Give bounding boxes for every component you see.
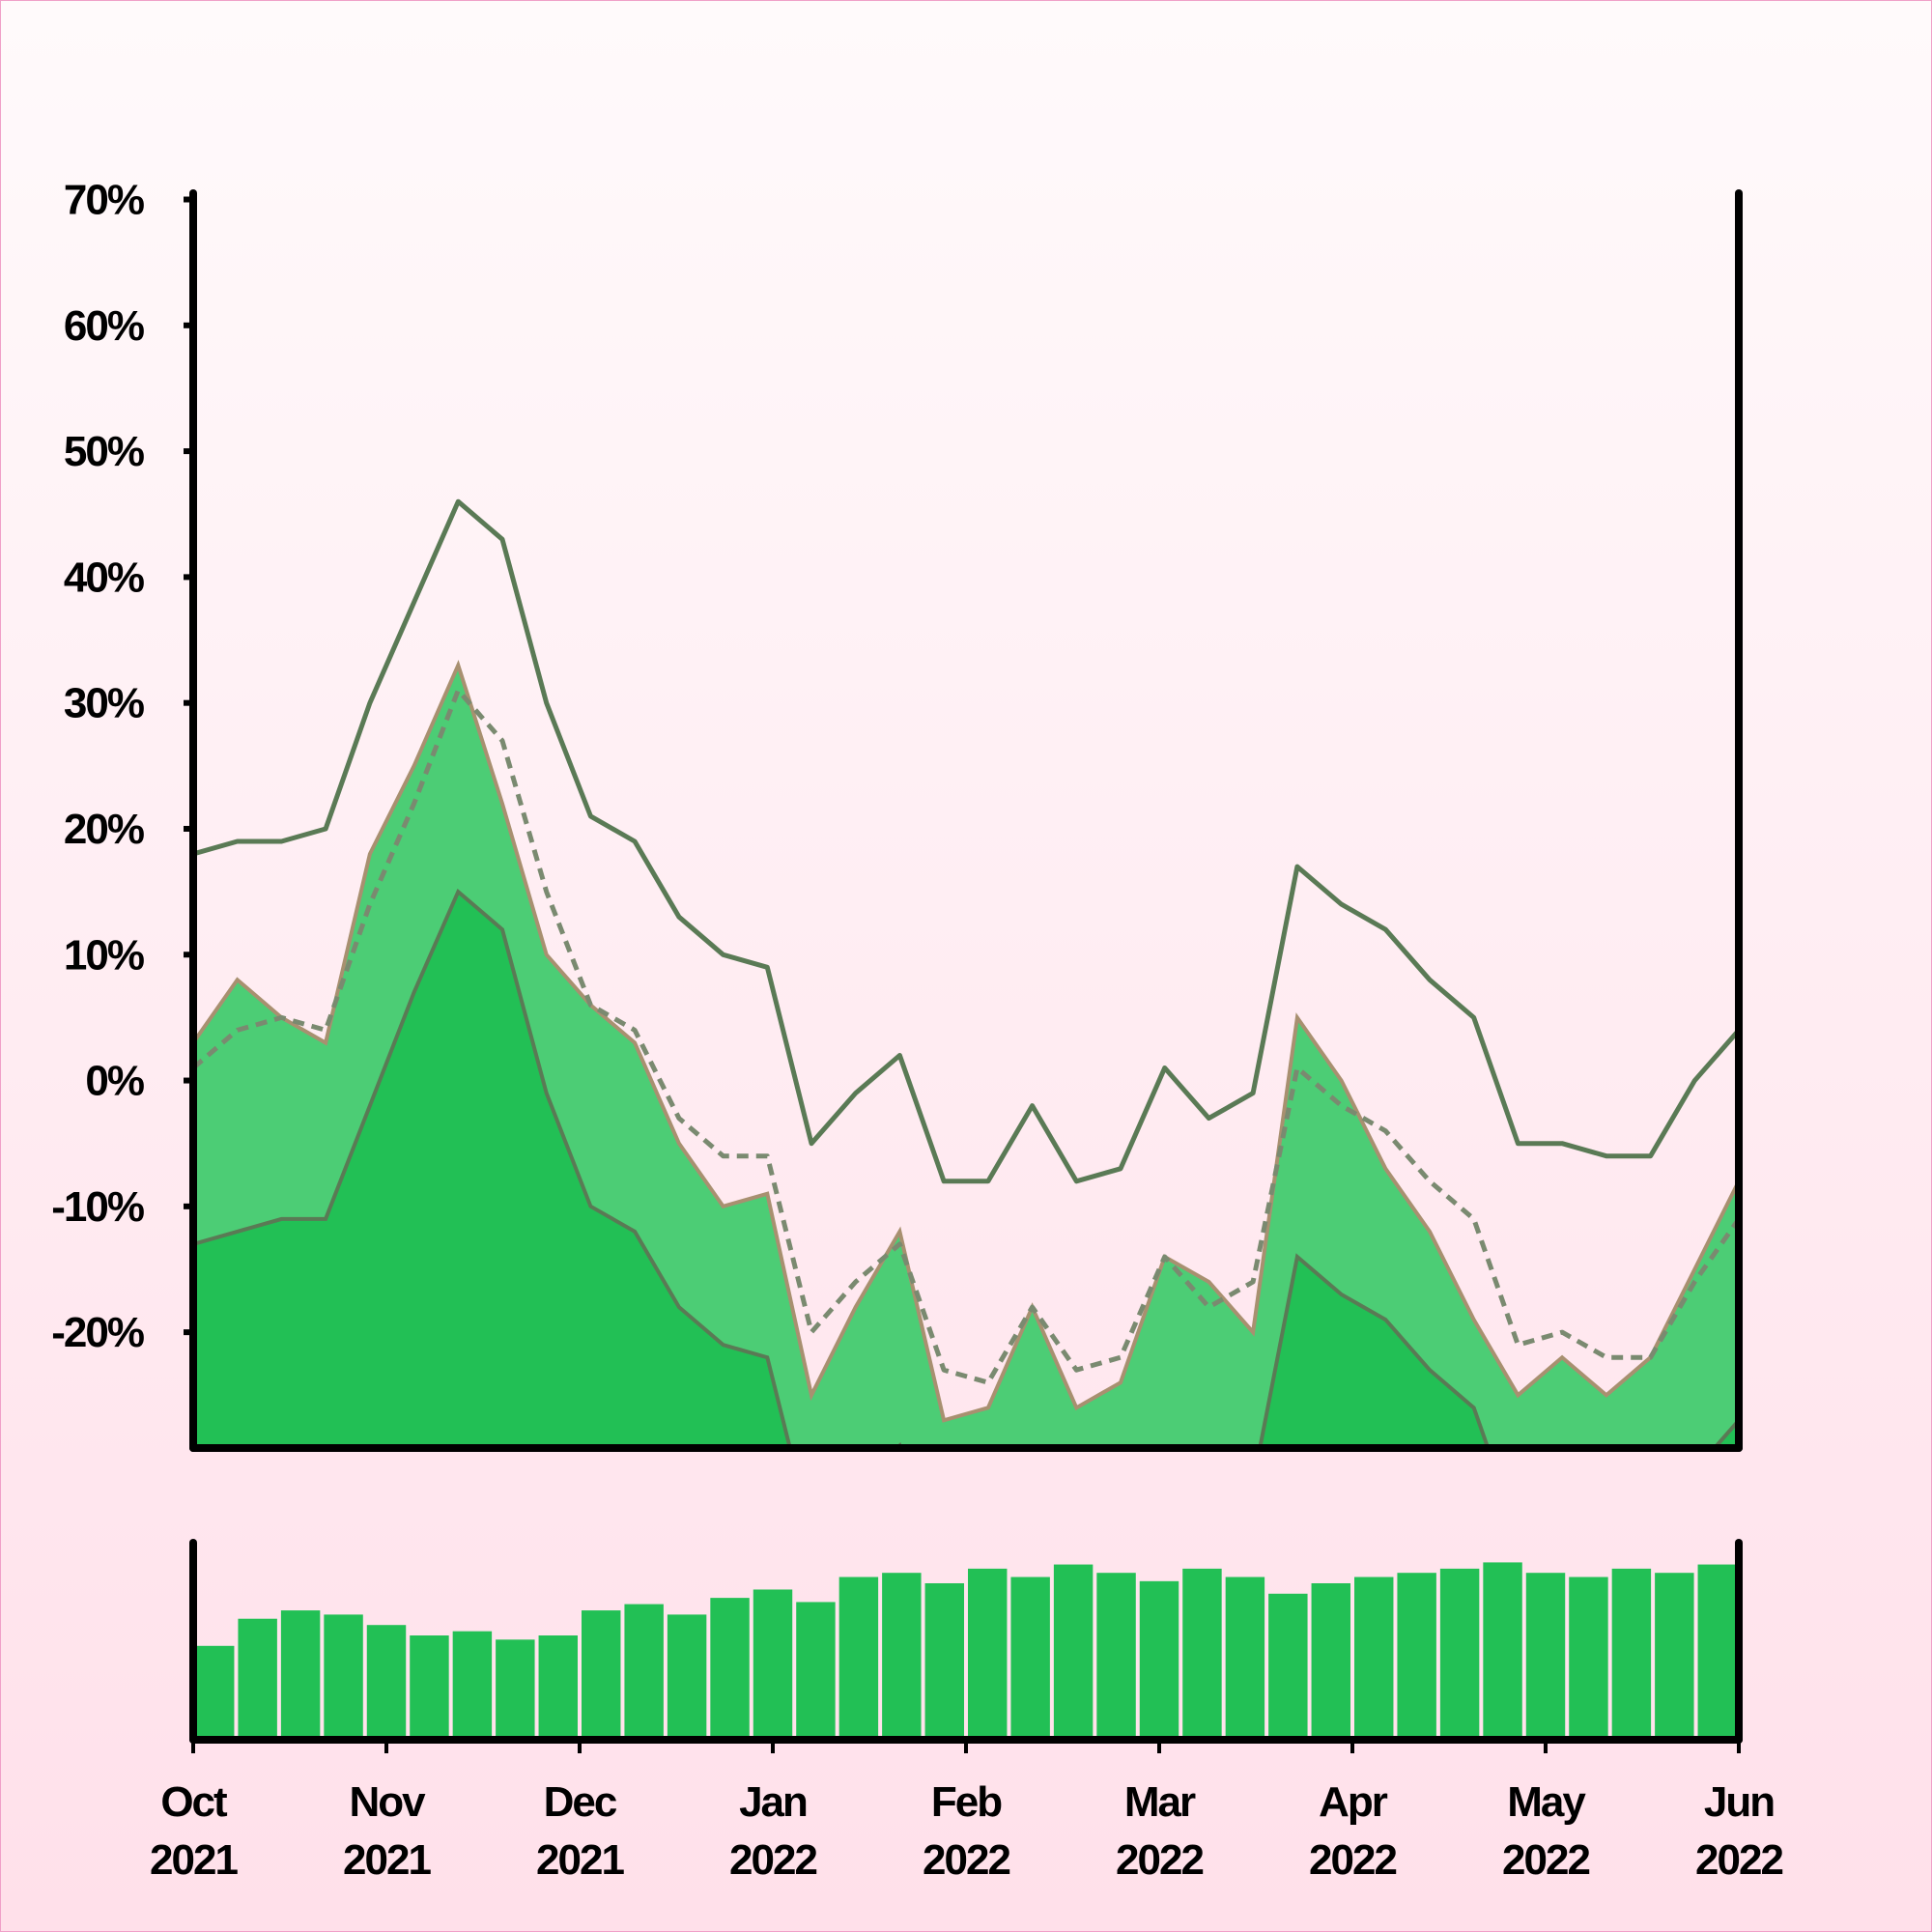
volume-bar	[538, 1635, 578, 1740]
volume-bar	[1225, 1577, 1265, 1740]
x-tick-label: Apr 2022	[1309, 1778, 1396, 1884]
volume-bar	[1311, 1583, 1350, 1740]
volume-bar	[1096, 1573, 1136, 1740]
y-tick-label: -10%	[51, 1183, 144, 1231]
volume-bar	[1053, 1564, 1094, 1740]
x-tick-label: Feb 2022	[923, 1778, 1009, 1884]
volume-bar	[1697, 1564, 1737, 1740]
volume-bar	[1525, 1573, 1566, 1740]
volume-bar	[238, 1618, 277, 1740]
volume-bar	[924, 1583, 964, 1740]
x-tick-label: Jun 2022	[1695, 1778, 1782, 1884]
volume-bar	[796, 1602, 836, 1740]
y-tick-label: 20%	[64, 806, 144, 853]
x-tick-label: Dec 2021	[536, 1778, 624, 1884]
line	[193, 498, 1739, 1184]
volume-bar	[1655, 1573, 1694, 1740]
y-tick-label: 70%	[64, 177, 144, 224]
volume-bar	[1483, 1562, 1522, 1740]
y-tick-label: 0%	[85, 1058, 143, 1105]
volume-bar	[280, 1610, 321, 1740]
volume-bar	[324, 1614, 363, 1740]
y-tick-label: 30%	[64, 680, 144, 727]
volume-bar	[838, 1577, 879, 1740]
volume-bar	[667, 1614, 707, 1740]
volume-bar	[968, 1568, 1008, 1740]
y-tick-label: 60%	[64, 302, 144, 350]
area	[193, 888, 1739, 1448]
volume-bar	[1397, 1573, 1436, 1740]
x-tick-label: Nov 2021	[343, 1778, 431, 1884]
y-tick-label: 10%	[64, 931, 144, 979]
volume-bar	[496, 1639, 535, 1740]
volume-bar	[582, 1610, 621, 1740]
volume-bar	[1139, 1580, 1179, 1740]
y-tick-label: 50%	[64, 428, 144, 475]
volume-bar	[410, 1635, 449, 1740]
volume-bar	[452, 1631, 493, 1740]
volume-bar	[624, 1604, 664, 1740]
volume-bar	[753, 1589, 793, 1740]
plot-area	[193, 498, 1739, 1448]
volume-bar	[882, 1573, 922, 1740]
volume-bar	[710, 1598, 750, 1740]
volume-bar	[366, 1625, 407, 1740]
x-tick-label: Mar 2022	[1116, 1778, 1203, 1884]
volume-bar	[1010, 1577, 1050, 1740]
volume-bar	[1268, 1593, 1308, 1740]
y-tick-label: 40%	[64, 554, 144, 601]
volume-bar	[1182, 1568, 1222, 1740]
volume-bar	[1611, 1568, 1652, 1740]
x-tick-label: May 2022	[1502, 1778, 1589, 1884]
volume-bar	[195, 1645, 235, 1740]
line	[193, 688, 1739, 1385]
volume-bar	[1354, 1577, 1394, 1740]
volume-bar	[1439, 1568, 1480, 1740]
y-tick-label: -20%	[51, 1309, 144, 1356]
volume-bar	[1569, 1577, 1608, 1740]
x-tick-label: Oct 2021	[150, 1778, 238, 1884]
x-tick-label: Jan 2022	[729, 1778, 816, 1884]
